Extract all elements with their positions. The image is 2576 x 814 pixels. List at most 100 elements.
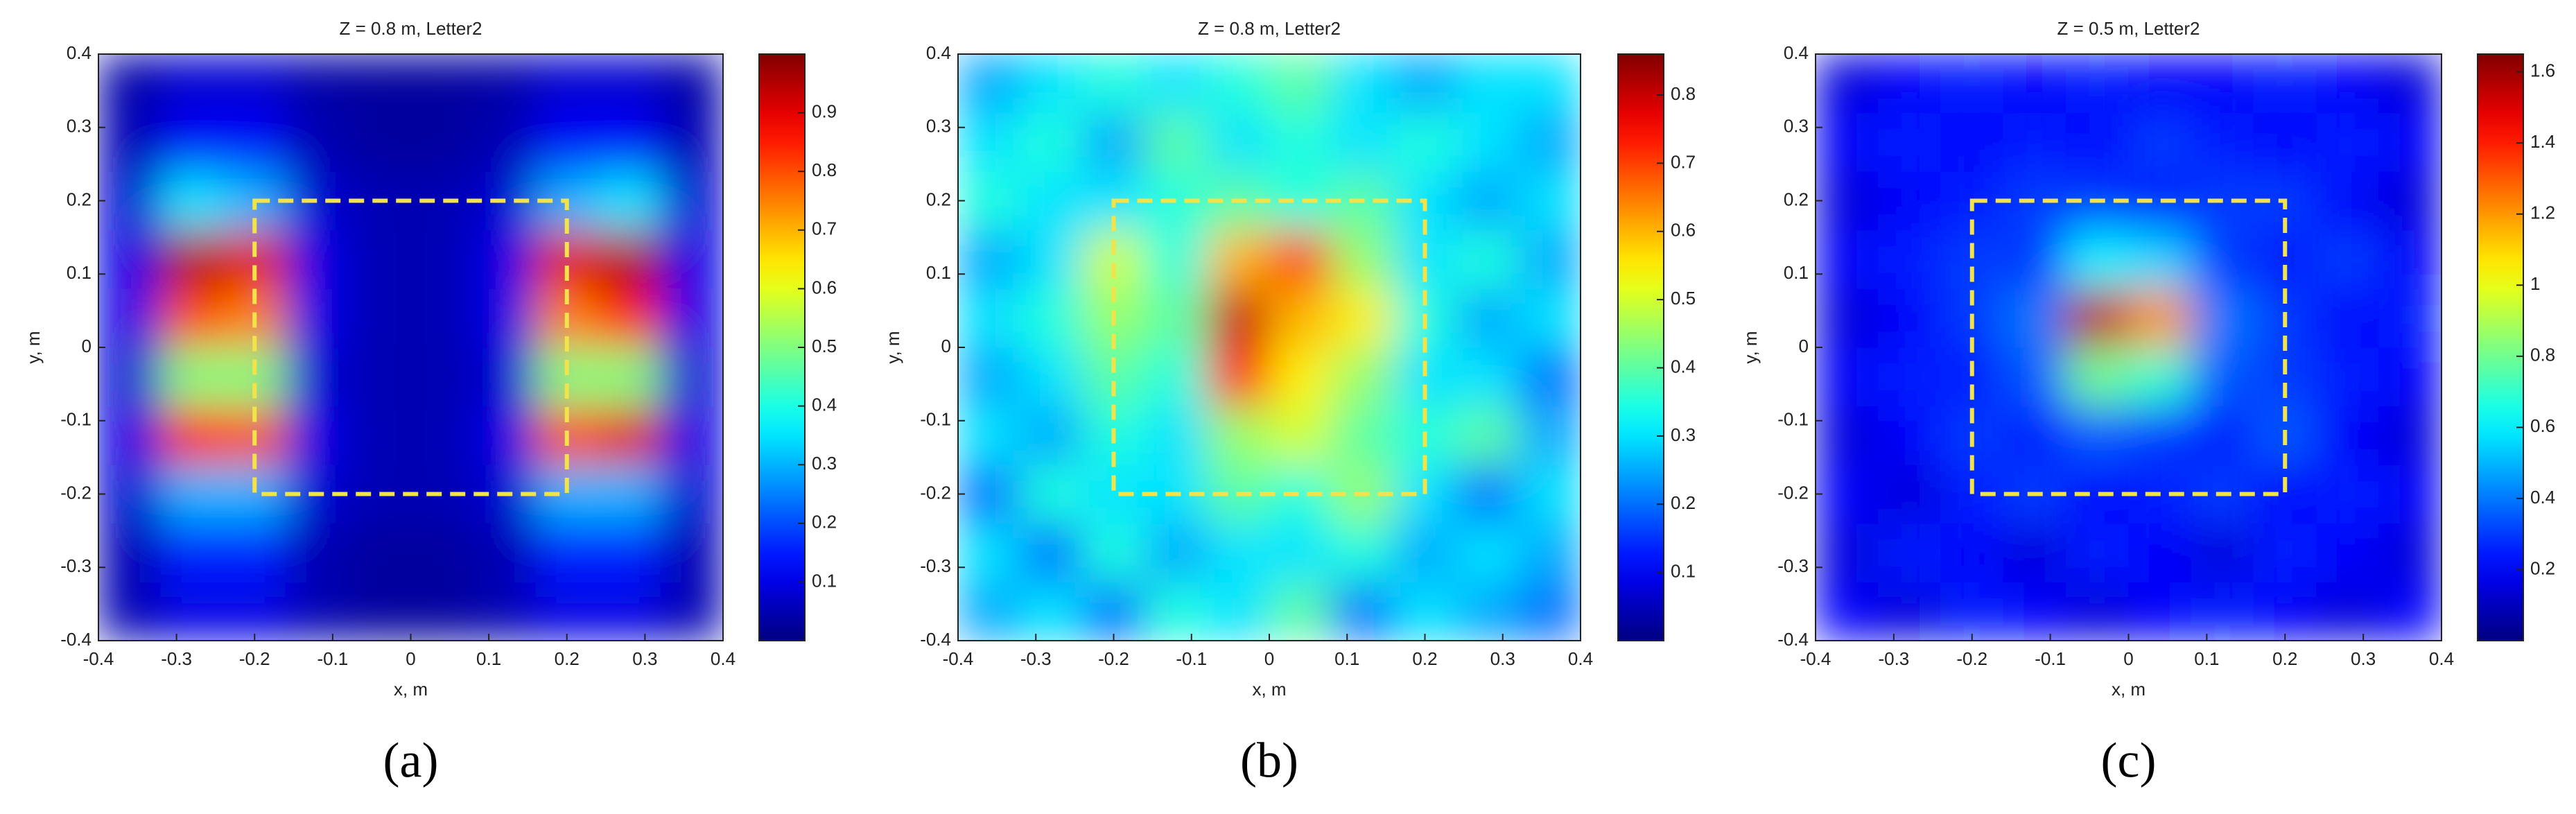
heat-cell xyxy=(2253,523,2317,582)
colorbar-tick-label: 0.6 xyxy=(812,277,837,297)
heat-cell xyxy=(958,171,1021,231)
heat-cell xyxy=(2191,406,2254,465)
heat-cell xyxy=(2065,347,2129,407)
heat-cell xyxy=(2065,230,2129,289)
heat-cell xyxy=(160,112,224,172)
x-axis-label: x, m xyxy=(394,679,428,700)
heat-cell xyxy=(347,581,411,641)
heat-cell xyxy=(1144,230,1208,289)
colorbar-tick-label: 0.6 xyxy=(1671,220,1696,241)
panel-label: (b) xyxy=(1240,733,1298,788)
colorbar-tick-label: 0.6 xyxy=(2530,415,2555,436)
heat-cell xyxy=(2378,523,2442,582)
heat-cell xyxy=(2065,581,2129,641)
y-axis-label: y, m xyxy=(882,331,903,363)
y-tick-label: 0.4 xyxy=(1784,42,1809,63)
colorbar-tick-label: 0.7 xyxy=(1671,151,1696,172)
heat-cell xyxy=(1455,464,1519,524)
heat-cell xyxy=(98,112,162,172)
heat-cell xyxy=(1331,230,1395,289)
colorbar-tick-label: 0.2 xyxy=(2530,557,2555,578)
heat-cell xyxy=(347,347,411,407)
heat-cell xyxy=(1816,347,1879,407)
heat-cell xyxy=(285,112,349,172)
heat-cell xyxy=(2378,347,2442,407)
heat-cell xyxy=(2315,230,2380,289)
x-tick-label: 0.3 xyxy=(1490,648,1515,669)
heat-cell xyxy=(1082,464,1145,524)
heat-cell xyxy=(473,406,537,465)
heat-cell xyxy=(1331,54,1395,114)
colorbar-tick-label: 1.4 xyxy=(2530,131,2555,152)
colorbar xyxy=(1617,53,1664,641)
heat-cell xyxy=(285,581,349,641)
heat-cell xyxy=(660,347,723,407)
colorbar-tick-label: 0.8 xyxy=(812,159,837,180)
y-tick-label: 0.4 xyxy=(926,42,951,63)
heat-cell xyxy=(160,288,224,348)
heat-cell xyxy=(1393,54,1456,114)
heat-cell xyxy=(1455,230,1519,289)
y-axis-label: y, m xyxy=(1740,331,1761,363)
heat-cell xyxy=(2315,171,2380,231)
heat-cell xyxy=(598,54,661,114)
heat-cell xyxy=(1517,54,1581,114)
chart-title: Z = 0.8 m, Letter2 xyxy=(340,18,482,39)
heat-cell xyxy=(160,347,224,407)
heat-cell xyxy=(2378,171,2442,231)
heat-cell xyxy=(2315,406,2380,465)
heat-cell xyxy=(1455,54,1519,114)
heat-cell xyxy=(1816,288,1879,348)
x-tick-label: 0 xyxy=(406,648,415,669)
heat-cell xyxy=(660,230,723,289)
heat-cell xyxy=(1269,523,1332,582)
annotation-box xyxy=(252,198,569,496)
heat-cell xyxy=(1455,112,1519,172)
heat-cell xyxy=(1206,581,1270,641)
heat-cell xyxy=(1816,523,1879,582)
heat-cell xyxy=(160,406,224,465)
heat-cell xyxy=(1269,54,1332,114)
heat-cell xyxy=(598,288,661,348)
heat-cell xyxy=(958,523,1021,582)
x-tick-label: -0.1 xyxy=(317,648,348,669)
heat-cell xyxy=(1144,54,1208,114)
heat-cell xyxy=(347,406,411,465)
heat-cell xyxy=(660,288,723,348)
y-tick-label: 0.2 xyxy=(67,189,92,209)
heat-cell xyxy=(535,112,599,172)
heat-cell xyxy=(2191,288,2254,348)
heat-cell xyxy=(285,523,349,582)
heat-cell xyxy=(2003,230,2066,289)
heat-cell xyxy=(1877,581,1942,641)
heat-cell xyxy=(1940,112,2004,172)
heat-cell xyxy=(1020,54,1084,114)
heat-cell xyxy=(1206,523,1270,582)
heat-cell xyxy=(535,523,599,582)
heat-cell xyxy=(2191,347,2254,407)
x-tick-label: 0.4 xyxy=(1568,648,1593,669)
heat-cell xyxy=(1020,288,1084,348)
heat-cell xyxy=(958,406,1021,465)
y-tick-label: -0.1 xyxy=(1777,409,1809,430)
heat-cell xyxy=(347,54,411,114)
heat-cell xyxy=(1331,112,1395,172)
heat-cell xyxy=(1331,288,1395,348)
heat-cell xyxy=(598,230,661,289)
y-tick-label: -0.2 xyxy=(920,482,951,503)
heat-cell xyxy=(2065,112,2129,172)
colorbar xyxy=(2477,53,2524,641)
heat-cell xyxy=(660,523,723,582)
heat-cell xyxy=(1455,581,1519,641)
heat-cell xyxy=(1877,112,1942,172)
heat-cell xyxy=(223,581,286,641)
heat-cell xyxy=(1020,230,1084,289)
colorbar-tick-label: 0.3 xyxy=(1671,424,1696,445)
heat-cell xyxy=(598,523,661,582)
heat-cell xyxy=(98,54,162,114)
heat-cell xyxy=(1940,54,2004,114)
heat-cell xyxy=(1455,523,1519,582)
y-tick-label: 0.4 xyxy=(67,42,92,63)
heat-cell xyxy=(598,406,661,465)
